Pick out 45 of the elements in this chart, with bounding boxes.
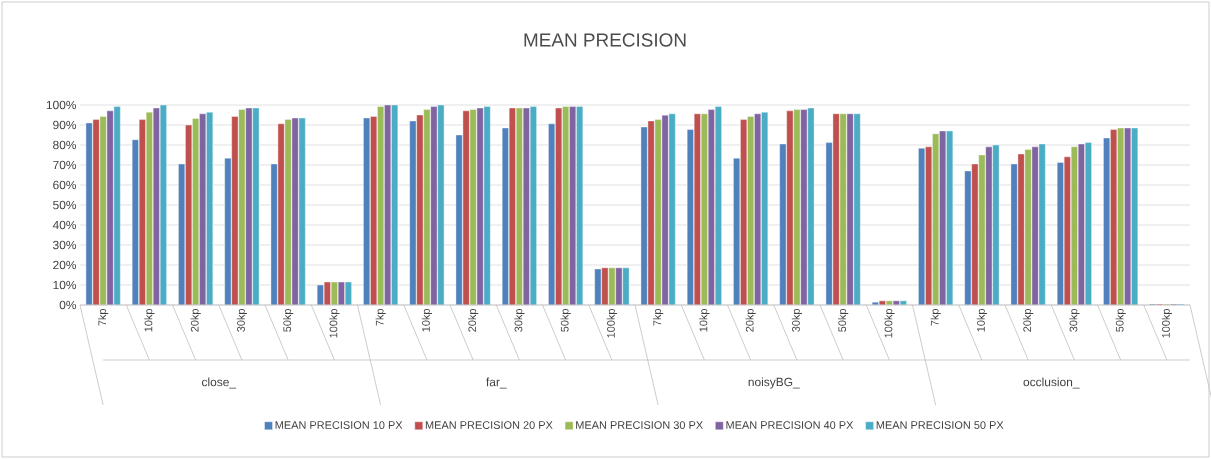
y-tick-label: 90% xyxy=(53,120,77,130)
y-tick-label: 30% xyxy=(53,240,77,250)
x-tick-label: 30kp xyxy=(514,308,525,332)
y-tick-label: 0% xyxy=(59,300,77,310)
x-tick-label: 7kp xyxy=(375,308,386,326)
x-tick-label: 50kp xyxy=(560,308,571,332)
x-tick-label: 100kp xyxy=(329,308,340,338)
x-tick-label: 10kp xyxy=(699,308,710,332)
chart-title: MEAN PRECISION xyxy=(524,33,686,47)
x-tick-label: 7kp xyxy=(653,308,664,326)
y-tick-label: 40% xyxy=(52,220,77,230)
x-tick-label: 7kp xyxy=(930,308,941,326)
x-tick-label: 30kp xyxy=(1069,308,1080,332)
x-tick-label: 100kp xyxy=(884,308,895,338)
y-tick-label: 70% xyxy=(53,160,77,170)
x-tick-label: 20kp xyxy=(745,308,756,332)
text: close_ xyxy=(201,377,237,389)
y-tick-label: 60% xyxy=(53,180,77,190)
legend-label: MEAN PRECISION 50 PX xyxy=(876,421,1004,429)
x-tick-label: 30kp xyxy=(791,308,802,332)
x-tick-label: 7kp xyxy=(98,308,109,326)
y-tick-label: 50% xyxy=(53,200,77,210)
x-tick-label: 20kp xyxy=(1023,308,1034,332)
text: far_ xyxy=(486,377,507,389)
legend-label: MEAN PRECISION 40 PX xyxy=(726,421,854,429)
x-tick-label: 10kp xyxy=(976,308,987,332)
y-tick-label: 10% xyxy=(53,280,77,290)
text: occlusion_ xyxy=(1023,377,1080,389)
x-tick-label: 20kp xyxy=(190,308,201,332)
x-tick-label: 20kp xyxy=(468,308,479,332)
y-tick-label: 80% xyxy=(53,140,77,150)
x-tick-label: 50kp xyxy=(283,308,294,332)
legend-label: MEAN PRECISION 10 PX xyxy=(275,421,403,429)
y-tick-label: 20% xyxy=(53,260,77,270)
x-tick-label: 50kp xyxy=(1115,308,1126,332)
legend-label: MEAN PRECISION 30 PX xyxy=(576,421,703,429)
x-tick-label: 50kp xyxy=(838,308,849,332)
x-tick-label: 10kp xyxy=(421,308,432,332)
x-tick-label: 100kp xyxy=(606,308,617,338)
text: noisyBG_ xyxy=(748,377,800,389)
x-tick-label: 100kp xyxy=(1161,308,1172,338)
y-tick-label: 100% xyxy=(46,100,77,110)
legend-label: MEAN PRECISION 20 PX xyxy=(425,421,553,429)
x-tick-label: 10kp xyxy=(144,308,155,332)
x-tick-label: 30kp xyxy=(236,308,247,332)
